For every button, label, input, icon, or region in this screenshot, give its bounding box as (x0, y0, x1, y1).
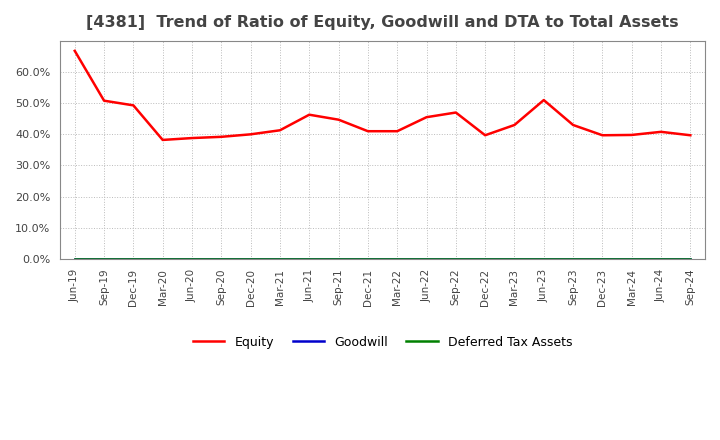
Goodwill (422, 256, 431, 261)
Equity (217, 134, 225, 139)
Equity (364, 128, 372, 134)
Deferred Tax Assets (686, 256, 695, 261)
Equity (276, 128, 284, 133)
Deferred Tax Assets (188, 256, 197, 261)
Deferred Tax Assets (510, 256, 519, 261)
Goodwill (129, 256, 138, 261)
Equity (686, 132, 695, 138)
Title: [4381]  Trend of Ratio of Equity, Goodwill and DTA to Total Assets: [4381] Trend of Ratio of Equity, Goodwil… (86, 15, 679, 30)
Equity (188, 136, 197, 141)
Goodwill (569, 256, 577, 261)
Deferred Tax Assets (657, 256, 665, 261)
Equity (422, 114, 431, 120)
Deferred Tax Assets (276, 256, 284, 261)
Deferred Tax Assets (598, 256, 607, 261)
Equity (569, 122, 577, 128)
Deferred Tax Assets (100, 256, 109, 261)
Deferred Tax Assets (305, 256, 314, 261)
Equity (657, 129, 665, 135)
Goodwill (598, 256, 607, 261)
Equity (100, 98, 109, 103)
Deferred Tax Assets (217, 256, 225, 261)
Deferred Tax Assets (129, 256, 138, 261)
Goodwill (539, 256, 548, 261)
Goodwill (188, 256, 197, 261)
Goodwill (246, 256, 255, 261)
Goodwill (686, 256, 695, 261)
Legend: Equity, Goodwill, Deferred Tax Assets: Equity, Goodwill, Deferred Tax Assets (188, 330, 577, 354)
Goodwill (334, 256, 343, 261)
Equity (158, 137, 167, 143)
Goodwill (276, 256, 284, 261)
Deferred Tax Assets (569, 256, 577, 261)
Goodwill (627, 256, 636, 261)
Deferred Tax Assets (539, 256, 548, 261)
Deferred Tax Assets (451, 256, 460, 261)
Deferred Tax Assets (364, 256, 372, 261)
Deferred Tax Assets (393, 256, 402, 261)
Equity (539, 97, 548, 103)
Equity (451, 110, 460, 115)
Goodwill (364, 256, 372, 261)
Equity (71, 48, 79, 54)
Goodwill (451, 256, 460, 261)
Deferred Tax Assets (481, 256, 490, 261)
Equity (598, 132, 607, 138)
Deferred Tax Assets (627, 256, 636, 261)
Goodwill (481, 256, 490, 261)
Equity (305, 112, 314, 117)
Equity (481, 132, 490, 138)
Line: Equity: Equity (75, 51, 690, 140)
Equity (334, 117, 343, 122)
Deferred Tax Assets (422, 256, 431, 261)
Equity (246, 132, 255, 137)
Goodwill (71, 256, 79, 261)
Deferred Tax Assets (334, 256, 343, 261)
Equity (129, 103, 138, 108)
Deferred Tax Assets (71, 256, 79, 261)
Goodwill (510, 256, 519, 261)
Equity (393, 128, 402, 134)
Goodwill (657, 256, 665, 261)
Goodwill (393, 256, 402, 261)
Equity (510, 122, 519, 128)
Deferred Tax Assets (158, 256, 167, 261)
Goodwill (100, 256, 109, 261)
Goodwill (217, 256, 225, 261)
Deferred Tax Assets (246, 256, 255, 261)
Goodwill (305, 256, 314, 261)
Goodwill (158, 256, 167, 261)
Equity (627, 132, 636, 138)
